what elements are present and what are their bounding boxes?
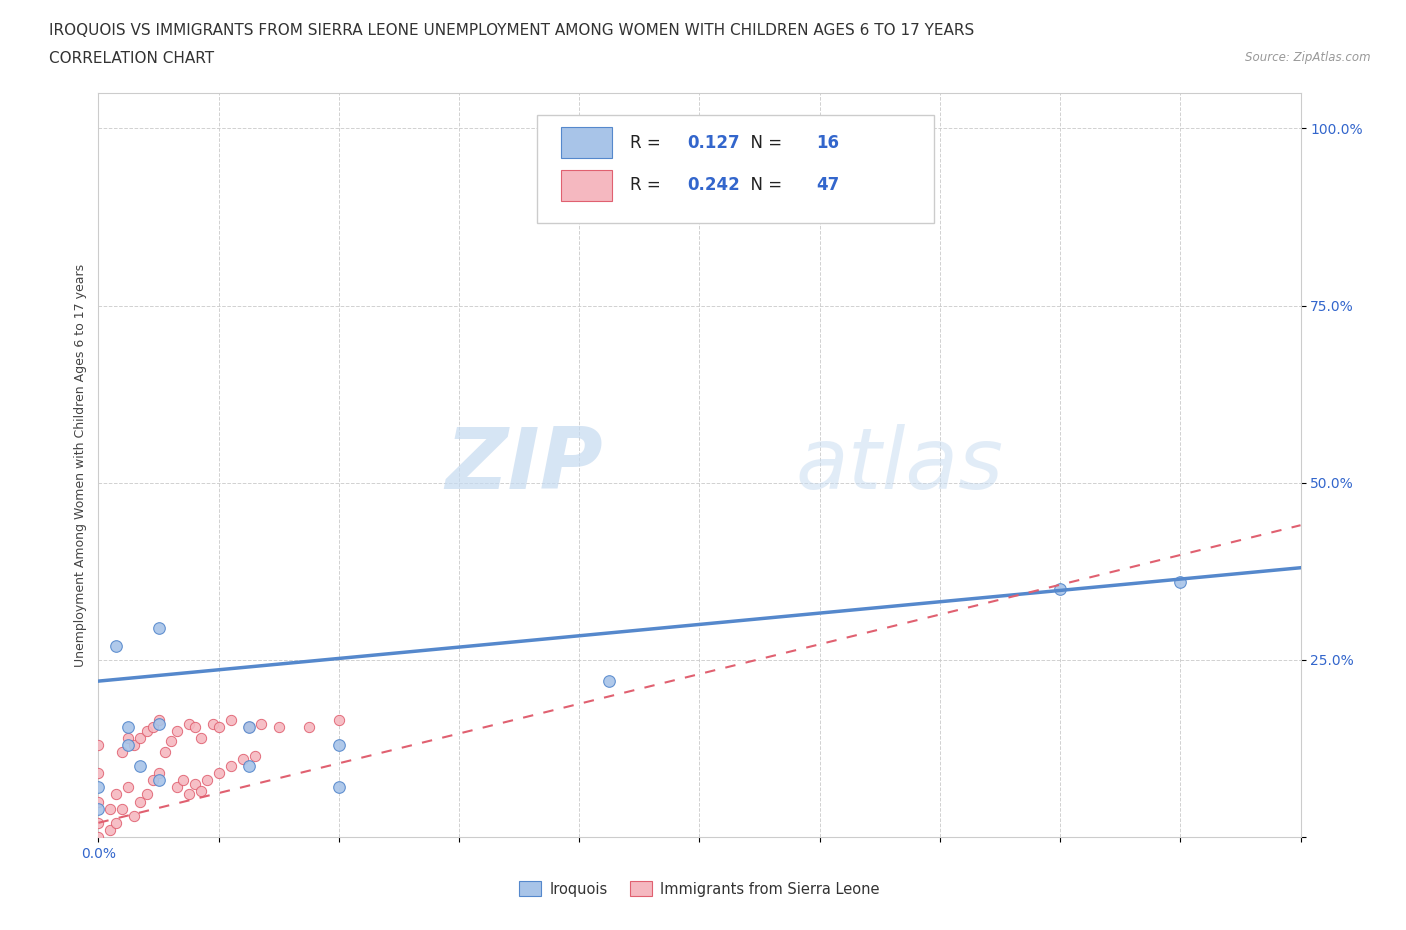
Point: [1049, 581, 1071, 596]
Point: [129, 794, 152, 809]
Point: [208, 765, 231, 780]
Text: 47: 47: [815, 177, 839, 194]
Point: [100, 802, 122, 817]
Text: 0.127: 0.127: [688, 134, 740, 152]
Point: [117, 780, 139, 795]
Point: [238, 759, 260, 774]
Point: [183, 777, 205, 791]
Point: [219, 759, 242, 774]
Point: [87, 765, 110, 780]
Point: [328, 737, 350, 752]
Point: [129, 759, 152, 774]
Text: N =: N =: [741, 177, 787, 194]
Point: [267, 720, 290, 735]
Point: [135, 724, 157, 738]
Point: [148, 620, 170, 635]
Point: [117, 737, 139, 752]
Point: [249, 716, 271, 731]
Point: [124, 808, 146, 823]
Point: [105, 638, 128, 653]
Point: [135, 787, 157, 802]
Point: [129, 730, 152, 745]
FancyBboxPatch shape: [561, 127, 612, 158]
Point: [124, 737, 146, 752]
Point: [177, 787, 200, 802]
Point: [105, 787, 128, 802]
Point: [201, 716, 224, 731]
Point: [1170, 575, 1192, 590]
Point: [238, 720, 260, 735]
Text: 16: 16: [815, 134, 839, 152]
Point: [208, 720, 231, 735]
Text: ZIP: ZIP: [446, 423, 603, 507]
Point: [195, 773, 218, 788]
Point: [190, 730, 212, 745]
Point: [148, 765, 170, 780]
Y-axis label: Unemployment Among Women with Children Ages 6 to 17 years: Unemployment Among Women with Children A…: [75, 263, 87, 667]
Point: [172, 773, 194, 788]
Point: [243, 748, 266, 763]
FancyBboxPatch shape: [561, 169, 612, 201]
Text: IROQUOIS VS IMMIGRANTS FROM SIERRA LEONE UNEMPLOYMENT AMONG WOMEN WITH CHILDREN : IROQUOIS VS IMMIGRANTS FROM SIERRA LEONE…: [49, 23, 974, 38]
Point: [141, 720, 163, 735]
Point: [87, 737, 110, 752]
Point: [111, 802, 134, 817]
Text: N =: N =: [741, 134, 787, 152]
Point: [148, 773, 170, 788]
Point: [238, 720, 260, 735]
Text: Source: ZipAtlas.com: Source: ZipAtlas.com: [1246, 51, 1371, 64]
Point: [219, 712, 242, 727]
Point: [105, 816, 128, 830]
Point: [87, 816, 110, 830]
Text: 0.242: 0.242: [688, 177, 740, 194]
Point: [328, 712, 350, 727]
Point: [190, 783, 212, 798]
Point: [148, 716, 170, 731]
Point: [166, 724, 188, 738]
Point: [87, 780, 110, 795]
Point: [159, 734, 181, 749]
Point: [598, 673, 620, 688]
Point: [183, 720, 205, 735]
Point: [298, 720, 321, 735]
Text: R =: R =: [630, 177, 666, 194]
Point: [87, 802, 110, 817]
Point: [141, 773, 163, 788]
Point: [166, 780, 188, 795]
Point: [148, 712, 170, 727]
Point: [87, 830, 110, 844]
Text: CORRELATION CHART: CORRELATION CHART: [49, 51, 214, 66]
Point: [232, 751, 254, 766]
Point: [100, 822, 122, 837]
Point: [111, 745, 134, 760]
Point: [328, 780, 350, 795]
Point: [177, 716, 200, 731]
Text: R =: R =: [630, 134, 666, 152]
Point: [87, 794, 110, 809]
Legend: Iroquois, Immigrants from Sierra Leone: Iroquois, Immigrants from Sierra Leone: [519, 882, 880, 897]
Point: [153, 745, 176, 760]
Text: atlas: atlas: [796, 423, 1004, 507]
Point: [117, 730, 139, 745]
Point: [117, 720, 139, 735]
FancyBboxPatch shape: [537, 115, 934, 223]
